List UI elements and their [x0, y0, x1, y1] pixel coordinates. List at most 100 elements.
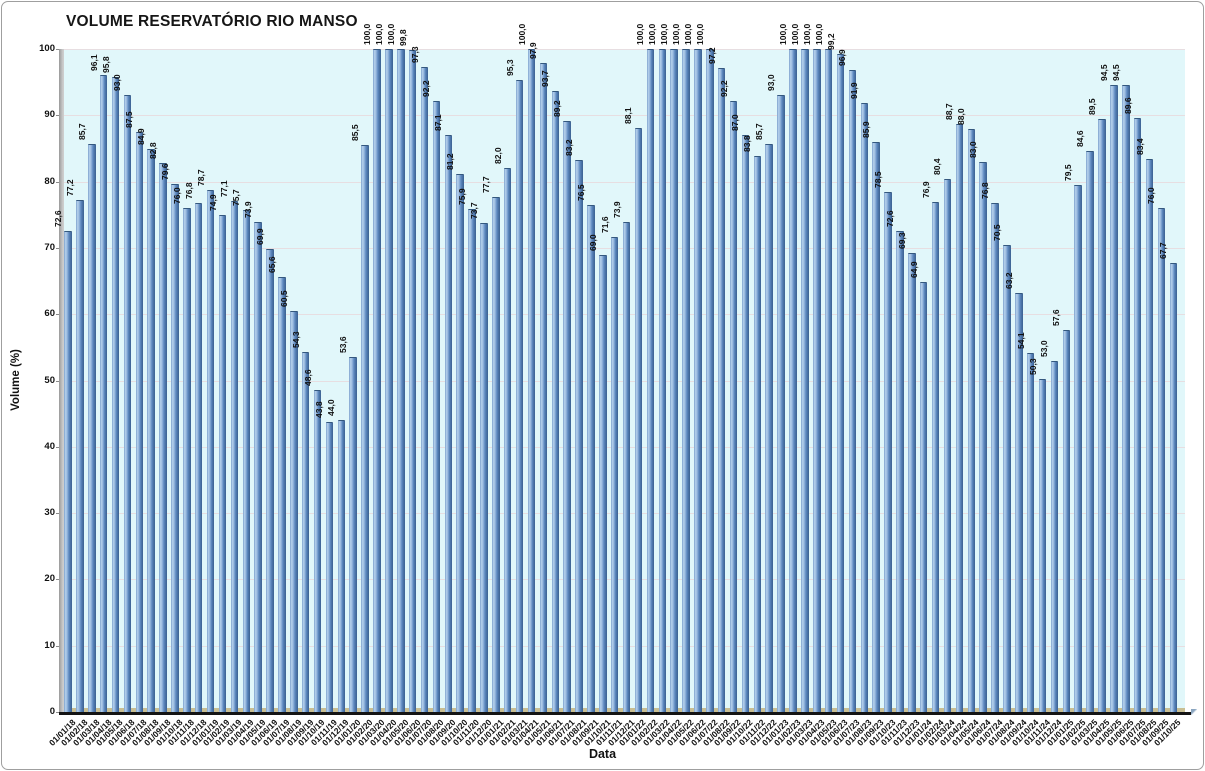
bar-value-text: 100,0 — [671, 23, 682, 45]
y-tick-label: 10 — [44, 639, 55, 651]
bar — [1145, 159, 1154, 713]
bar-value-text: 97,2 — [706, 47, 717, 64]
bar-value-text: 72,6 — [53, 210, 63, 227]
bar — [860, 102, 869, 713]
bar-value-text: 100,0 — [373, 23, 384, 45]
bar — [1086, 151, 1094, 713]
chart-title: VOLUME RESERVATÓRIO RIO MANSO — [66, 13, 358, 30]
bar — [777, 95, 785, 713]
bar-value-text: 99,8 — [397, 29, 408, 47]
y-tick-mark — [56, 513, 60, 515]
bar-value-text: 88,0 — [956, 108, 967, 125]
bar-value-text: 83,8 — [742, 135, 753, 153]
bar-value-text: 83,4 — [1134, 138, 1145, 156]
bar-value-text: 83,0 — [968, 141, 979, 158]
bar — [230, 200, 239, 713]
bar — [1110, 85, 1118, 713]
bar — [741, 135, 750, 713]
bar-value-text: 97,3 — [409, 46, 420, 63]
bar-value-text: 54,1 — [1015, 332, 1026, 350]
bar-value-text: 93,0 — [766, 74, 777, 92]
bar — [242, 210, 251, 713]
bar-value-text: 76,0 — [171, 187, 182, 205]
bar-value-text: 76,8 — [183, 182, 194, 199]
bar-value-text: 87,0 — [730, 114, 741, 132]
bar-value-text: 74,9 — [207, 194, 218, 212]
bar — [290, 310, 298, 713]
bar — [967, 128, 975, 713]
bar — [147, 149, 155, 713]
bar — [206, 190, 215, 713]
bar — [575, 160, 583, 713]
bar — [194, 202, 203, 713]
gridline — [64, 49, 1185, 50]
bar-value-text: 48,6 — [302, 369, 313, 386]
bar — [872, 142, 880, 713]
y-tick-mark — [56, 579, 60, 581]
bar-value-text: 99,2 — [825, 33, 836, 51]
bar — [991, 202, 999, 713]
bar — [931, 202, 940, 713]
bar — [729, 100, 738, 713]
bar — [682, 49, 690, 713]
bar — [88, 143, 96, 713]
bar-value-text: 95,3 — [504, 59, 515, 77]
bar — [1169, 263, 1178, 713]
bar-value-text: 100,0 — [777, 23, 788, 45]
bar — [848, 69, 857, 713]
y-tick-mark — [56, 446, 60, 448]
bar-value-text: 89,6 — [1122, 97, 1133, 114]
y-tick-label: 70 — [44, 241, 55, 253]
x-axis-title: Data — [588, 747, 617, 761]
bar-value-text: 69,3 — [896, 231, 907, 249]
bar-value-text: 82,0 — [492, 147, 503, 165]
bar-value-text: 77,1 — [219, 180, 230, 197]
bar-value-text: 65,6 — [266, 256, 277, 274]
bar-value-text: 75,9 — [457, 188, 468, 205]
bar — [1157, 208, 1166, 713]
bar-value-text: 76,9 — [920, 181, 931, 199]
baseline — [59, 712, 1191, 715]
bar-value-text: 100,0 — [635, 23, 646, 45]
bar-value-text: 73,9 — [243, 201, 254, 219]
bar — [539, 62, 548, 713]
bar — [706, 49, 714, 713]
bar — [1062, 330, 1071, 713]
bar — [123, 95, 132, 713]
bar — [955, 123, 964, 713]
left-wall — [59, 49, 64, 712]
bar-value-text: 73,9 — [611, 201, 622, 219]
bar-value-text: 100,0 — [813, 23, 824, 45]
bar-value-text: 69,0 — [587, 233, 598, 251]
bar — [408, 50, 417, 713]
y-tick-label: 20 — [44, 573, 55, 585]
bar — [670, 49, 678, 713]
bar-value-text: 85,7 — [76, 123, 87, 140]
bar — [658, 49, 666, 713]
bar-value-text: 63,2 — [1003, 272, 1014, 289]
bar — [503, 168, 512, 713]
bar-value-text: 91,9 — [849, 82, 860, 99]
bar — [278, 277, 286, 713]
bar — [480, 223, 488, 713]
bar — [385, 49, 393, 713]
bar — [301, 351, 310, 713]
bar-value-text: 85,5 — [350, 124, 361, 142]
bar-value-text: 87,1 — [433, 113, 444, 131]
bar-value-text: 88,1 — [623, 107, 634, 124]
bar — [361, 145, 369, 713]
bar — [610, 237, 619, 713]
bar-value-text: 82,8 — [148, 142, 159, 160]
bar — [836, 54, 845, 713]
bar — [1122, 85, 1130, 713]
bar — [183, 208, 191, 713]
bar — [919, 281, 928, 713]
y-tick-label: 80 — [44, 175, 55, 187]
bar — [1074, 184, 1082, 713]
bar-value-text: 85,9 — [861, 121, 872, 139]
bar-value-text: 92,2 — [718, 80, 729, 97]
bar — [1015, 292, 1023, 713]
bar — [943, 178, 952, 713]
bar-value-text: 53,0 — [1039, 340, 1050, 357]
